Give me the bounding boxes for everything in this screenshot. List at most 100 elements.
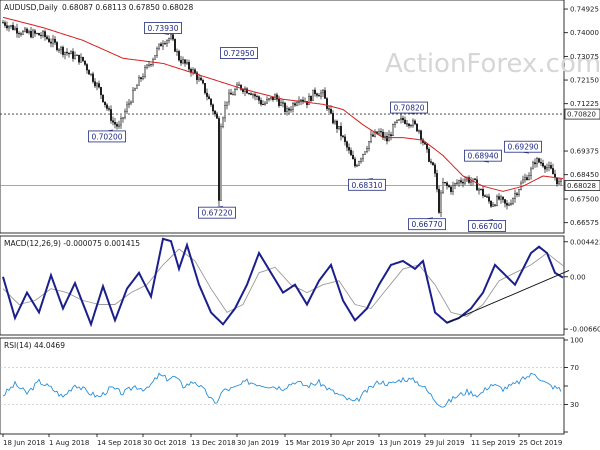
moving-average-line <box>2 16 564 192</box>
candle-body <box>454 183 456 186</box>
candle-body <box>214 110 216 115</box>
candle-body <box>4 22 6 26</box>
candle-body <box>148 64 150 66</box>
candle-body <box>332 113 334 124</box>
candle-body <box>552 168 554 175</box>
candle-body <box>462 181 464 184</box>
candle-body <box>194 69 196 73</box>
candle-body <box>560 179 562 182</box>
rsi-y-tick-label: 30 <box>570 401 579 409</box>
candle-body <box>366 148 368 152</box>
candle-body <box>556 177 558 185</box>
candle-body <box>32 30 34 38</box>
candle-body <box>106 104 108 109</box>
candle-body <box>396 119 398 123</box>
candle-body <box>314 89 316 94</box>
candle-body <box>26 28 28 34</box>
candle-body <box>28 31 30 34</box>
candle-body <box>336 120 338 129</box>
annotation-label: 0.70820 <box>394 104 425 113</box>
price-y-tick-label: 0.73075 <box>570 53 599 61</box>
candle-body <box>158 43 160 49</box>
candle-body <box>324 90 326 99</box>
candle-body <box>340 126 342 137</box>
candle-body <box>352 155 354 160</box>
candle-body <box>524 177 526 181</box>
candle-body <box>172 34 174 40</box>
candle-body <box>74 55 76 59</box>
candle-body <box>464 179 466 184</box>
candle-body <box>272 96 274 100</box>
candle-body <box>182 59 184 64</box>
annotation-label: 0.67220 <box>202 209 233 218</box>
candle-body <box>446 182 448 186</box>
candle-body <box>228 92 230 103</box>
candle-body <box>470 181 472 183</box>
candle-body <box>294 103 296 106</box>
candle-body <box>402 117 404 121</box>
candle-body <box>100 87 102 96</box>
annotation-label: 0.66700 <box>472 222 503 231</box>
level-label: 0.68028 <box>567 182 596 190</box>
annotation-label: 0.66770 <box>412 220 443 229</box>
candle-body <box>500 196 502 200</box>
annotation-box <box>348 178 386 191</box>
candle-body <box>174 39 176 52</box>
price-y-tick-label: 0.67500 <box>570 196 599 204</box>
price-header-title: AUDUSD,Daily <box>4 3 58 12</box>
candle-body <box>310 96 312 101</box>
x-tick-label: 29 Jul 2019 <box>425 439 465 447</box>
candle-body <box>398 119 400 121</box>
candle-body <box>348 147 350 151</box>
candle-body <box>66 51 68 54</box>
candle-body <box>132 89 134 103</box>
candle-body <box>204 83 206 94</box>
candle-body <box>14 27 16 30</box>
candle-body <box>76 54 78 56</box>
candle-body <box>136 85 138 89</box>
candle-body <box>18 33 20 35</box>
candle-body <box>358 161 360 166</box>
candle-body <box>296 102 298 106</box>
candle-body <box>80 56 82 63</box>
candle-body <box>118 124 120 127</box>
candle-body <box>392 124 394 137</box>
candle-body <box>496 196 498 206</box>
annotation-label: 0.72950 <box>224 49 255 58</box>
candle-body <box>164 43 166 45</box>
candle-body <box>558 181 560 185</box>
candle-body <box>354 158 356 167</box>
candle-body <box>36 33 38 35</box>
candle-body <box>542 162 544 167</box>
candle-body <box>452 184 454 192</box>
candle-body <box>328 108 330 110</box>
candle-body <box>504 199 506 204</box>
candle-body <box>260 100 262 105</box>
candle-body <box>82 56 84 62</box>
candle-body <box>222 117 224 127</box>
candle-body <box>410 125 412 127</box>
candle-body <box>484 195 486 197</box>
candle-body <box>40 34 42 36</box>
candle-body <box>334 120 336 124</box>
candle-body <box>188 61 190 70</box>
candle-body <box>482 189 484 196</box>
annotation-box <box>408 218 446 231</box>
candle-body <box>176 51 178 53</box>
candle-body <box>444 182 446 184</box>
candle-body <box>432 162 434 166</box>
candle-body <box>346 141 348 148</box>
candle-body <box>372 134 374 137</box>
candle-body <box>162 43 164 47</box>
candle-body <box>248 93 250 95</box>
candle-body <box>330 109 332 114</box>
macd-main-line <box>2 237 564 328</box>
candle-body <box>350 150 352 156</box>
candle-body <box>534 162 536 165</box>
annotation-box <box>464 149 502 162</box>
candle-body <box>430 161 432 163</box>
candle-body <box>538 158 540 163</box>
candle-body <box>256 95 258 97</box>
candle-body <box>160 43 162 47</box>
candle-body <box>170 34 172 39</box>
